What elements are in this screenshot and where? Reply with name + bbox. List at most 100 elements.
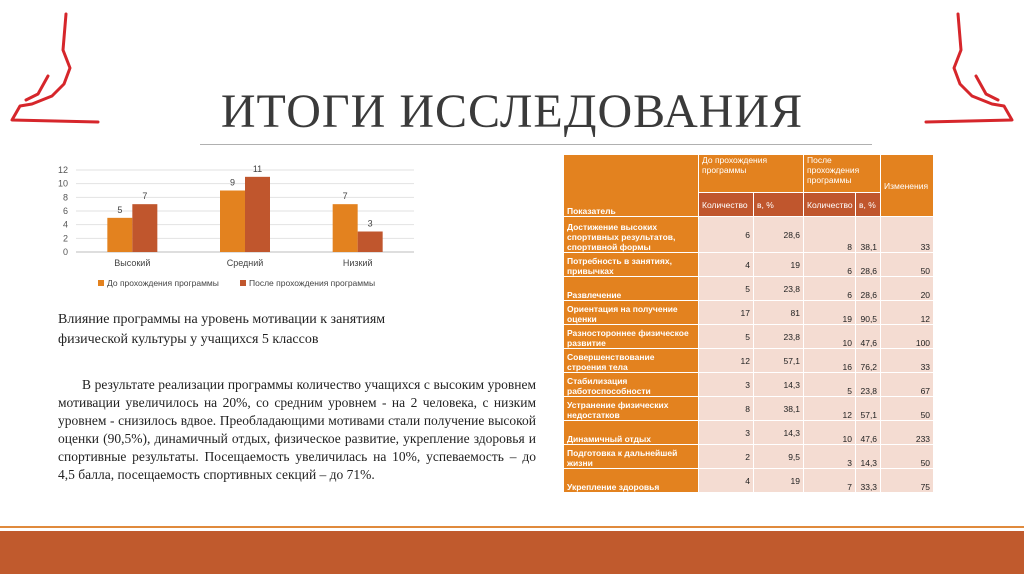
page-title: ИТОГИ ИССЛЕДОВАНИЯ [220, 85, 804, 138]
bar [132, 204, 158, 252]
bar-value-label: 5 [117, 205, 122, 215]
chart-caption: Влияние программы на уровень мотивации к… [58, 312, 386, 347]
pct-after: 38,1 [855, 216, 882, 253]
x-category-label: Средний [227, 258, 264, 268]
bar [332, 204, 358, 252]
bar-value-label: 7 [343, 191, 348, 201]
change-value: 50 [880, 396, 935, 421]
count-after: 5 [803, 372, 857, 397]
pct-after: 47,6 [855, 420, 882, 445]
pct-after: 28,6 [855, 276, 882, 301]
header-indicator: Показатель [563, 154, 699, 217]
row-name: Разностороннее физическое развитие [563, 324, 699, 349]
row-name: Динамичный отдых [563, 420, 699, 445]
count-after: 6 [803, 276, 857, 301]
title-divider [200, 144, 872, 145]
x-category-label: Низкий [343, 258, 373, 268]
change-value: 67 [880, 372, 935, 397]
bar [107, 217, 133, 252]
pct-after: 47,6 [855, 324, 882, 349]
red-ornament-right [924, 12, 1014, 124]
pct-before: 38,1 [752, 396, 805, 421]
legend-label: До прохождения программы [107, 278, 219, 288]
change-value: 33 [880, 216, 935, 253]
y-tick-label: 4 [63, 220, 68, 230]
row-name: Устранение физических недостатков [563, 396, 699, 421]
change-value: 33 [880, 348, 935, 373]
bar [220, 190, 245, 252]
header-change: Изменения [880, 154, 935, 217]
change-value: 20 [880, 276, 935, 301]
pct-before: 14,3 [752, 372, 805, 397]
results-paragraph: В результате реализации программы количе… [58, 377, 536, 482]
pct-before: 23,8 [752, 276, 805, 301]
change-value: 100 [880, 324, 935, 349]
pct-before: 23,8 [752, 324, 805, 349]
table-row: Разностороннее физическое развитие 5 23,8 1… [563, 324, 935, 349]
count-before: 3 [698, 420, 754, 445]
bar [357, 231, 383, 252]
count-after: 6 [803, 252, 857, 277]
count-after: 19 [803, 300, 857, 325]
x-category-label: Высокий [114, 258, 150, 268]
bar [245, 176, 270, 252]
pct-after: 57,1 [855, 396, 882, 421]
count-before: 5 [698, 276, 754, 301]
count-before: 6 [698, 216, 754, 253]
count-before: 5 [698, 324, 754, 349]
pct-after: 23,8 [855, 372, 882, 397]
pct-after: 90,5 [855, 300, 882, 325]
results-table: Показатель До прохождения программы Посл… [563, 154, 935, 493]
header-after: После прохождения программы [803, 154, 882, 193]
table-row: Достижение высоких спортивных результато… [563, 216, 935, 253]
header-count-before: Количество [698, 192, 754, 217]
row-name: Укрепление здоровья [563, 468, 699, 493]
table-row: Устранение физических недостатков 8 38,1 12… [563, 396, 935, 421]
pct-after: 14,3 [855, 444, 882, 469]
row-name: Развлечение [563, 276, 699, 301]
bar-value-label: 9 [230, 178, 235, 188]
count-before: 12 [698, 348, 754, 373]
change-value: 233 [880, 420, 935, 445]
bar-value-label: 7 [142, 191, 147, 201]
y-tick-label: 0 [63, 247, 68, 257]
pct-before: 57,1 [752, 348, 805, 373]
pct-before: 28,6 [752, 216, 805, 253]
legend-label: После прохождения программы [249, 278, 375, 288]
pct-after: 76,2 [855, 348, 882, 373]
table-row: Развлечение 5 23,8 6 28,6 20 [563, 276, 935, 301]
pct-before: 19 [752, 468, 805, 493]
change-value: 50 [880, 444, 935, 469]
table-row: Подготовка к дальнейшей жизни 2 9,5 3 14,3 50 [563, 444, 935, 469]
legend-swatch [240, 280, 246, 286]
table-row: Потребность в занятиях, привычках 4 19 6 28,… [563, 252, 935, 277]
count-after: 10 [803, 420, 857, 445]
y-tick-label: 10 [58, 179, 68, 189]
count-before: 3 [698, 372, 754, 397]
footer-line [0, 526, 1024, 528]
bar-value-label: 11 [253, 164, 262, 174]
count-before: 4 [698, 468, 754, 493]
count-before: 2 [698, 444, 754, 469]
count-before: 17 [698, 300, 754, 325]
row-name: Потребность в занятиях, привычках [563, 252, 699, 277]
footer-bar [0, 531, 1024, 574]
pct-before: 81 [752, 300, 805, 325]
count-after: 16 [803, 348, 857, 373]
count-after: 12 [803, 396, 857, 421]
motivation-bar-chart: 0 2 4 6 8 10 12 5 7 Высокий 9 11 Средний 7 3 Низкий До … [58, 164, 414, 288]
row-name: Подготовка к дальнейшей жизни [563, 444, 699, 469]
change-value: 75 [880, 468, 935, 493]
change-value: 12 [880, 300, 935, 325]
count-after: 8 [803, 216, 857, 253]
pct-before: 9,5 [752, 444, 805, 469]
bar-value-label: 3 [368, 219, 373, 229]
table-row: Совершенствование строения тела 12 57,1 16 7… [563, 348, 935, 373]
count-before: 4 [698, 252, 754, 277]
header-before: До прохождения программы [697, 154, 805, 193]
count-before: 8 [698, 396, 754, 421]
table-row: Укрепление здоровья 4 19 7 33,3 75 [563, 468, 935, 493]
count-after: 7 [803, 468, 857, 493]
change-value: 50 [880, 252, 935, 277]
header-pct-before: в, % [752, 192, 805, 217]
